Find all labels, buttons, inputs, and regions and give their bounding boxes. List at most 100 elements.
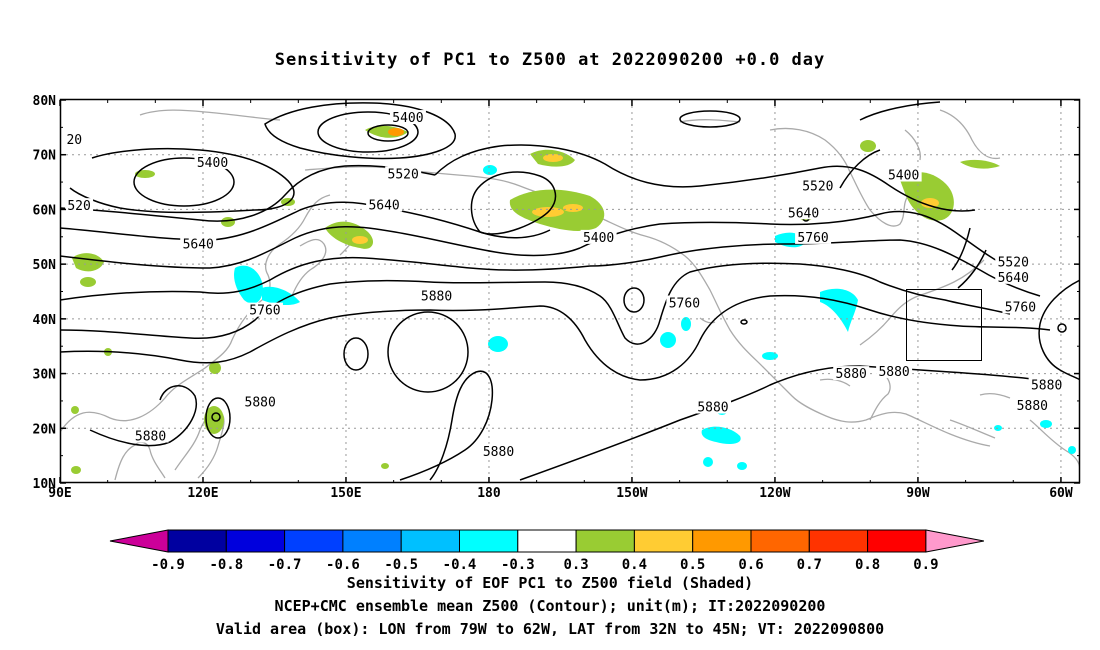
colorbar: -0.9 -0.8 -0.7 -0.6 -0.5 -0.4 -0.3 0.3 0.4 0.5 0.6…	[109, 529, 984, 573]
colorbar-cell	[400, 529, 461, 553]
y-tick-label: 60N	[33, 203, 57, 218]
contour-label: 5760	[1005, 300, 1036, 315]
colorbar-cell	[459, 529, 519, 553]
colorbar-right-arrow	[925, 529, 984, 553]
x-tick-label: 150W	[616, 486, 647, 501]
contour-label-bg	[366, 197, 403, 212]
contour-label-bg	[180, 236, 217, 251]
contour-label-bg	[795, 229, 832, 244]
colorbar-label: 0.9	[913, 557, 938, 573]
y-tick-label: 50N	[33, 258, 57, 273]
colorbar-label: -0.6	[326, 557, 360, 573]
colorbar-label: -0.4	[443, 557, 477, 573]
x-tick-label: 120E	[187, 486, 218, 501]
x-tick-label: 60W	[1049, 486, 1073, 501]
colorbar-label: -0.9	[151, 557, 185, 573]
contour-label: 5880	[878, 365, 909, 380]
map-title: Sensitivity of PC1 to Z500 at 2022090200…	[274, 50, 826, 70]
colorbar-label: 0.7	[797, 557, 822, 573]
sensitivity-shading	[71, 125, 1076, 474]
contour-label: 5760	[669, 297, 700, 312]
contour-label-bg	[132, 428, 169, 443]
contour-label: 5640	[788, 206, 819, 221]
axis-ticks: 90E 120E 150E 180 150W 120W 90W 60W 80N 70N 60N 50N…	[33, 94, 1080, 501]
colorbar-label: -0.7	[268, 557, 302, 573]
contour-label-bg	[418, 288, 455, 303]
colorbar-cell	[750, 529, 810, 553]
colorbar-label: 0.8	[855, 557, 880, 573]
colorbar-left-arrow	[109, 529, 169, 553]
colorbar-label: 0.6	[738, 557, 763, 573]
contour-label-bg	[1028, 377, 1065, 392]
colorbar-cell	[225, 529, 286, 553]
caption-shaded: Sensitivity of EOF PC1 to Z500 field (Sh…	[346, 574, 754, 592]
z500-contours	[60, 101, 1080, 481]
coastlines	[60, 109, 1080, 481]
contour-label-bg	[995, 254, 1032, 269]
colorbar-label: -0.3	[501, 557, 535, 573]
contour-label: 5520	[998, 256, 1029, 271]
colorbar-label: -0.5	[384, 557, 418, 573]
x-tick-label: 150E	[330, 486, 361, 501]
contour-label: 5400	[583, 231, 614, 246]
contour-label: 5640	[998, 271, 1029, 286]
contour-label-bg	[833, 366, 870, 381]
colorbar-label: -0.8	[209, 557, 243, 573]
colorbar-label: 0.4	[622, 557, 647, 573]
contour-label-bg	[64, 131, 85, 146]
contour-label-bg	[194, 154, 231, 169]
contour-label: 5880	[1031, 379, 1062, 394]
contour-label: 5400	[888, 169, 919, 184]
caption-valid-area: Valid area (box): LON from 79W to 62W, L…	[215, 620, 885, 638]
x-tick-label: 90W	[906, 486, 930, 501]
contour-label-bg	[580, 229, 617, 244]
y-tick-label: 30N	[33, 368, 57, 383]
y-tick-label: 80N	[33, 94, 57, 109]
contour-label: 5880	[135, 429, 166, 444]
valid-area-box	[906, 289, 982, 361]
colorbar-cell	[167, 529, 227, 553]
colorbar-cell	[867, 529, 927, 553]
colorbar-label: 0.3	[563, 557, 588, 573]
contour-label: 5880	[836, 367, 867, 382]
contour-label: 5640	[368, 199, 399, 214]
caption-contour: NCEP+CMC ensemble mean Z500 (Contour); u…	[274, 597, 826, 615]
contour-label: 5520	[802, 179, 833, 194]
colorbar-cell	[575, 529, 635, 553]
colorbar-cell	[517, 529, 577, 553]
contour-label: 5880	[421, 289, 452, 304]
contour-label: 5880	[245, 396, 276, 411]
contour-label: 5760	[797, 231, 828, 246]
colorbar-cell	[342, 529, 402, 553]
contour-labels: 5400540054005400552055205520564056405640…	[64, 110, 1065, 460]
contour-label-bg	[1014, 397, 1051, 412]
grid-lines	[60, 100, 1080, 483]
contour-label: 5880	[1017, 399, 1048, 414]
x-tick-label: 90E	[48, 486, 71, 501]
colorbar-cell	[633, 529, 694, 553]
colorbar-label: 0.5	[680, 557, 705, 573]
contour-label-bg	[65, 198, 94, 213]
y-tick-label: 40N	[33, 313, 57, 328]
contour-label-bg	[799, 178, 836, 193]
contour-label-bg	[694, 399, 731, 414]
contour-label-bg	[666, 295, 703, 310]
contour-label-bg	[246, 302, 283, 317]
contour-label: 5880	[483, 445, 514, 460]
colorbar-cell	[284, 529, 344, 553]
contour-label-bg	[1002, 299, 1039, 314]
contour-label-bg	[242, 394, 279, 409]
contour-label: 5880	[697, 400, 728, 415]
contour-label: 5760	[249, 304, 280, 319]
x-tick-label: 120W	[759, 486, 790, 501]
contour-label: 20	[66, 133, 82, 148]
y-tick-label: 70N	[33, 149, 57, 164]
contour-label-bg	[480, 443, 517, 458]
contour-label-bg	[389, 110, 426, 125]
y-tick-label: 10N	[33, 477, 57, 492]
colorbar-cell	[808, 529, 869, 553]
contour-label-bg	[885, 167, 922, 182]
contour-label: 5400	[392, 111, 423, 126]
y-tick-label: 20N	[33, 422, 57, 437]
